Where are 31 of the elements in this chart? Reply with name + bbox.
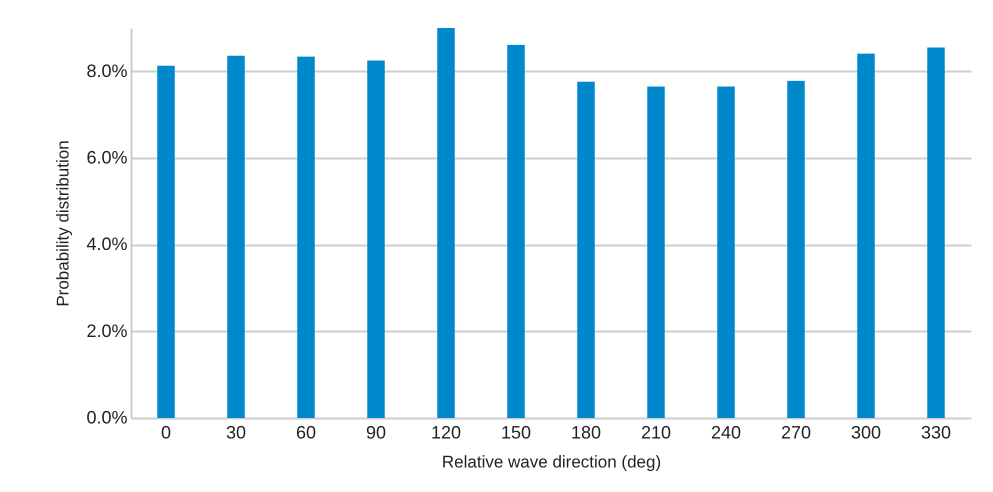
x-tick-label: 150 [500,422,532,442]
x-tick-label: 90 [366,422,386,442]
bar [927,48,945,418]
bar [157,66,175,418]
x-tick-label: 180 [570,422,602,442]
bar [297,56,315,418]
y-tick-label: 4.0% [86,234,128,254]
x-tick-label: 300 [850,422,882,442]
x-tick-label: 330 [920,422,952,442]
bar [717,86,735,418]
y-tick-label: 2.0% [86,320,128,341]
x-tick-label: 210 [640,422,672,442]
x-tick-label: 240 [710,422,742,442]
x-tick-label: 60 [296,422,316,442]
x-tick-label: 0 [160,422,172,442]
x-axis-title: Relative wave direction (deg) [442,452,662,472]
y-tick-label: 8.0% [86,60,128,81]
x-tick-label: 30 [226,422,246,442]
bar [647,86,665,418]
bar [507,44,525,418]
x-tick-label: 120 [430,422,462,442]
x-tick-label: 270 [780,422,812,442]
bar [577,82,595,418]
y-tick-label: 6.0% [86,148,128,168]
bar [367,60,385,418]
bar [787,80,805,418]
bar [227,56,245,418]
y-tick-label: 0.0% [86,408,128,428]
bar [437,28,455,418]
bar [857,54,875,418]
y-axis-title: Probability distribution [53,140,72,307]
